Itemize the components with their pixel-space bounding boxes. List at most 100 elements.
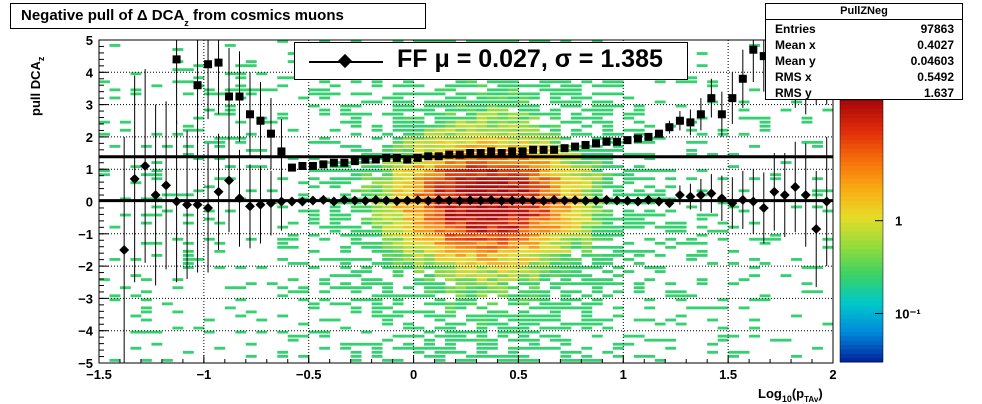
x-tick-label-4: 0.5 bbox=[509, 367, 527, 382]
x-tick-label-5: 1 bbox=[620, 367, 627, 382]
point-mean-5 bbox=[171, 196, 182, 207]
point-mean-48 bbox=[622, 195, 633, 206]
point-sigma-40 bbox=[602, 137, 611, 146]
point-mean-4 bbox=[161, 180, 172, 191]
y-tick-label-10: 5 bbox=[86, 33, 93, 48]
point-sigma-41 bbox=[612, 137, 621, 146]
fit-legend-marker bbox=[337, 53, 353, 69]
point-mean-14 bbox=[266, 198, 276, 209]
point-mean-41 bbox=[549, 194, 560, 205]
point-mean-21 bbox=[339, 194, 350, 205]
point-sigma-47 bbox=[675, 116, 684, 125]
point-sigma-26 bbox=[455, 150, 464, 159]
point-sigma-28 bbox=[476, 149, 485, 158]
point-mean-34 bbox=[475, 195, 486, 206]
point-mean-24 bbox=[370, 194, 381, 205]
chart-title-subscript: z bbox=[184, 18, 189, 28]
point-sigma-38 bbox=[581, 140, 590, 149]
point-mean-6 bbox=[182, 199, 193, 210]
point-sigma-51 bbox=[717, 110, 726, 119]
point-sigma-27 bbox=[466, 149, 475, 158]
point-sigma-18 bbox=[371, 155, 380, 164]
point-mean-22 bbox=[349, 195, 360, 206]
point-sigma-12 bbox=[308, 161, 317, 170]
point-mean-59 bbox=[737, 194, 748, 205]
point-sigma-54 bbox=[749, 45, 758, 54]
point-mean-33 bbox=[465, 195, 476, 206]
point-sigma-24 bbox=[434, 152, 443, 161]
point-sigma-36 bbox=[560, 144, 569, 153]
stats-title: PullZNeg bbox=[766, 4, 962, 20]
point-mean-28 bbox=[412, 195, 423, 206]
point-mean-62 bbox=[769, 186, 780, 197]
point-mean-12 bbox=[245, 201, 255, 212]
point-sigma-23 bbox=[424, 152, 433, 161]
chart-title-box: Negative pull of Δ DCAz from cosmics muo… bbox=[10, 3, 426, 29]
chart-title: Negative pull of Δ DCAz from cosmics muo… bbox=[21, 7, 344, 28]
point-mean-17 bbox=[297, 196, 308, 207]
point-mean-45 bbox=[591, 195, 601, 206]
point-sigma-14 bbox=[329, 158, 338, 167]
point-sigma-49 bbox=[696, 110, 705, 119]
point-mean-18 bbox=[307, 195, 318, 206]
point-mean-65 bbox=[800, 190, 811, 200]
point-mean-20 bbox=[328, 196, 339, 207]
point-mean-11 bbox=[234, 193, 245, 204]
y-tick-label-1: −4 bbox=[78, 324, 94, 339]
point-mean-15 bbox=[276, 196, 287, 207]
point-mean-44 bbox=[580, 195, 591, 206]
color-scale-label-1: 10⁻¹ bbox=[895, 306, 921, 321]
x-axis-title: Log10(pTAv) bbox=[758, 386, 823, 404]
y-tick-label-6: 1 bbox=[86, 162, 93, 177]
point-mean-30 bbox=[433, 194, 444, 205]
point-mean-55 bbox=[695, 190, 706, 200]
point-sigma-10 bbox=[287, 163, 296, 172]
point-mean-42 bbox=[559, 195, 570, 206]
point-sigma-34 bbox=[539, 145, 548, 154]
point-sigma-39 bbox=[592, 139, 601, 148]
stats-row-rms-x: RMS x 0.5492 bbox=[775, 70, 954, 84]
point-mean-64 bbox=[790, 182, 801, 192]
y-tick-label-5: 0 bbox=[86, 195, 93, 210]
point-sigma-13 bbox=[319, 160, 328, 169]
x-tick-label-1: −1 bbox=[196, 367, 211, 382]
point-mean-63 bbox=[779, 190, 790, 200]
point-sigma-9 bbox=[277, 147, 286, 156]
point-sigma-48 bbox=[686, 118, 695, 127]
point-mean-54 bbox=[685, 191, 696, 202]
point-sigma-53 bbox=[738, 74, 747, 83]
point-mean-38 bbox=[517, 195, 528, 206]
point-mean-29 bbox=[423, 195, 434, 206]
x-tick-label-2: −0.5 bbox=[296, 367, 322, 382]
point-mean-10 bbox=[224, 175, 234, 186]
point-sigma-52 bbox=[728, 94, 737, 103]
point-mean-7 bbox=[192, 199, 203, 210]
point-sigma-35 bbox=[550, 145, 559, 154]
point-mean-13 bbox=[255, 199, 266, 210]
point-mean-39 bbox=[528, 195, 539, 206]
y-tick-label-7: 2 bbox=[86, 130, 93, 145]
point-mean-49 bbox=[633, 196, 643, 207]
point-sigma-7 bbox=[256, 116, 265, 125]
point-sigma-3 bbox=[214, 58, 223, 67]
stats-row-entries: Entries 97863 bbox=[775, 22, 954, 36]
y-tick-label-9: 4 bbox=[86, 65, 94, 80]
color-scale-frame bbox=[839, 99, 884, 363]
point-sigma-31 bbox=[508, 147, 517, 156]
point-mean-35 bbox=[486, 194, 497, 205]
stats-row-rms-y: RMS y 1.637 bbox=[775, 86, 954, 100]
point-sigma-30 bbox=[497, 149, 506, 158]
point-sigma-20 bbox=[392, 153, 401, 162]
point-sigma-42 bbox=[623, 136, 632, 145]
point-sigma-32 bbox=[518, 147, 527, 156]
point-mean-67 bbox=[821, 196, 832, 207]
color-scale-label-0: 1 bbox=[895, 214, 902, 229]
point-mean-31 bbox=[444, 195, 455, 206]
point-mean-46 bbox=[601, 194, 612, 205]
point-mean-40 bbox=[538, 195, 549, 206]
point-mean-0 bbox=[119, 245, 130, 255]
y-tick-label-2: −3 bbox=[78, 291, 93, 306]
point-sigma-19 bbox=[382, 153, 391, 162]
point-mean-9 bbox=[213, 186, 224, 197]
stats-box: PullZNeg Entries 97863 Mean x 0.4027 Mean … bbox=[765, 3, 963, 100]
